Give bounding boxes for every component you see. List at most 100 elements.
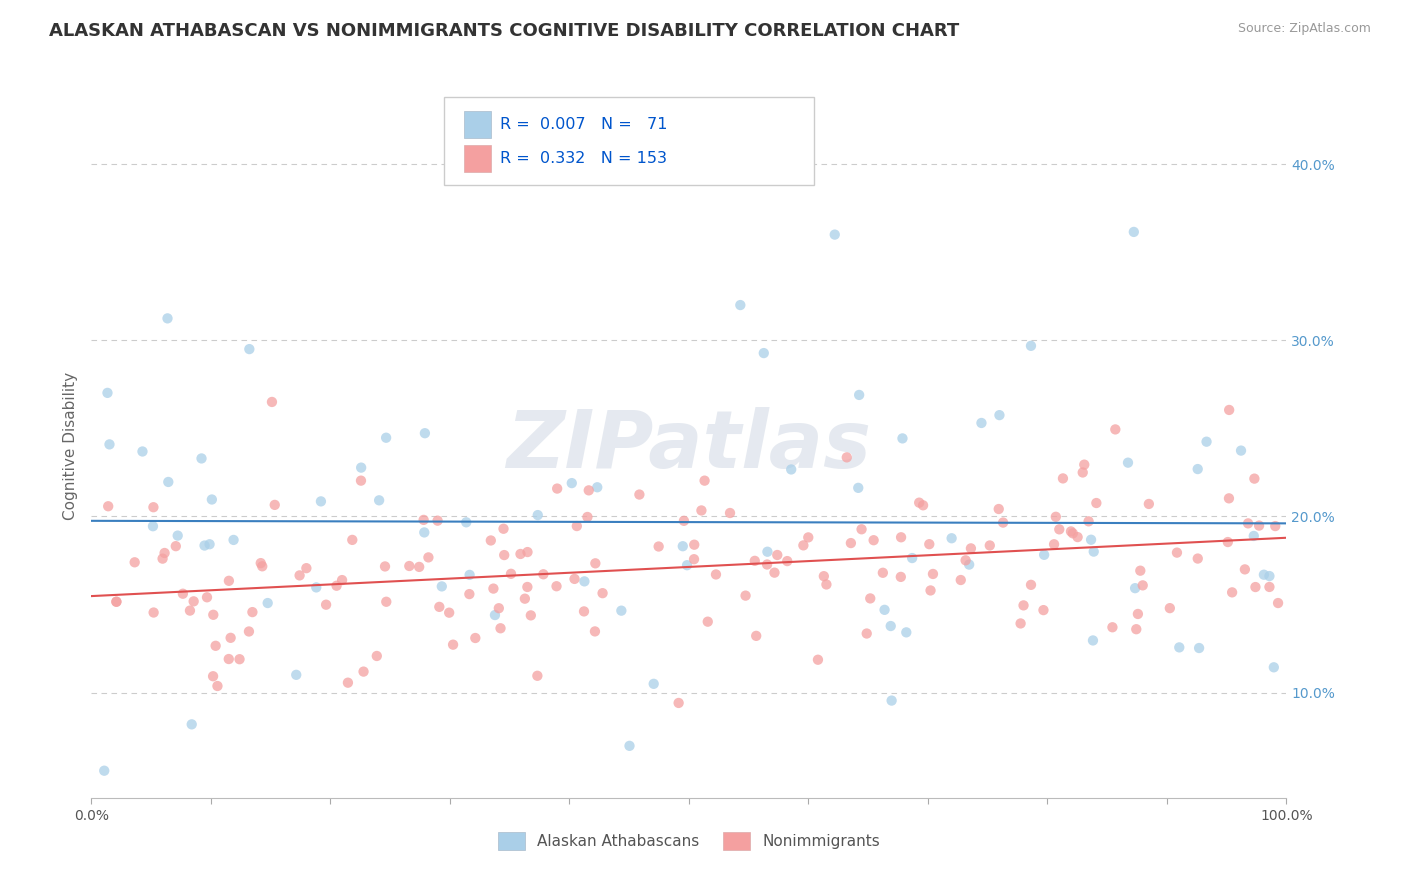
Point xyxy=(1060,524,1083,539)
Point xyxy=(763,566,786,580)
Point xyxy=(578,483,600,498)
Point xyxy=(1253,567,1275,582)
Point xyxy=(693,474,716,488)
Point xyxy=(228,652,250,666)
Point xyxy=(180,717,202,731)
Point xyxy=(991,516,1014,530)
Point xyxy=(880,693,903,707)
Point xyxy=(1062,526,1084,541)
Point xyxy=(873,603,896,617)
Point xyxy=(586,480,609,494)
Legend: Alaskan Athabascans, Nonimmigrants: Alaskan Athabascans, Nonimmigrants xyxy=(491,825,887,857)
Point xyxy=(1012,599,1035,613)
Point xyxy=(918,537,941,551)
Point xyxy=(1187,551,1209,566)
Point xyxy=(256,596,278,610)
Point xyxy=(1267,596,1289,610)
Point xyxy=(368,493,391,508)
Point xyxy=(375,595,398,609)
Point xyxy=(350,460,373,475)
Text: R =  0.007   N =   71: R = 0.007 N = 71 xyxy=(501,117,668,132)
Point xyxy=(756,558,779,572)
Point xyxy=(1126,607,1149,621)
Point xyxy=(1188,640,1211,655)
Point xyxy=(957,558,980,572)
Point xyxy=(813,569,835,583)
Point xyxy=(1233,562,1256,576)
Point xyxy=(1083,544,1105,558)
Point xyxy=(839,536,862,550)
Point xyxy=(592,586,614,600)
Point xyxy=(696,615,718,629)
Point xyxy=(776,554,799,568)
Point xyxy=(824,227,846,242)
Point xyxy=(172,587,194,601)
Point xyxy=(901,551,924,566)
Point xyxy=(98,437,121,451)
Point xyxy=(583,557,606,571)
Text: R =  0.332   N = 153: R = 0.332 N = 153 xyxy=(501,151,666,166)
Point xyxy=(1010,616,1032,631)
Text: ZIPatlas: ZIPatlas xyxy=(506,407,872,485)
Point xyxy=(131,444,153,458)
Point xyxy=(165,539,187,553)
Point xyxy=(1116,456,1139,470)
Point xyxy=(1045,509,1067,524)
Point xyxy=(494,548,516,562)
Point xyxy=(124,555,146,569)
Point xyxy=(610,604,633,618)
Point xyxy=(157,475,180,489)
Point xyxy=(325,579,347,593)
Point xyxy=(1237,516,1260,531)
Point xyxy=(955,553,977,567)
Point xyxy=(263,498,285,512)
Point xyxy=(565,519,588,533)
Point xyxy=(520,608,543,623)
Point xyxy=(1085,496,1108,510)
Point xyxy=(647,540,669,554)
Point xyxy=(437,606,460,620)
Point xyxy=(427,599,450,614)
Point xyxy=(734,589,756,603)
Point xyxy=(219,631,242,645)
Point xyxy=(987,502,1010,516)
Point xyxy=(756,545,779,559)
Point xyxy=(398,559,420,574)
Point xyxy=(1218,491,1240,506)
Point xyxy=(890,530,912,544)
Point xyxy=(374,559,396,574)
Point xyxy=(531,567,554,582)
Point xyxy=(561,476,583,491)
Point xyxy=(718,506,741,520)
Point xyxy=(350,474,373,488)
Point xyxy=(499,566,522,581)
Point xyxy=(1129,564,1152,578)
Point xyxy=(441,638,464,652)
Point xyxy=(179,604,201,618)
Point xyxy=(489,621,512,635)
Point xyxy=(576,510,599,524)
Point xyxy=(941,531,963,545)
Point xyxy=(891,431,914,445)
Point xyxy=(1258,580,1281,594)
Point xyxy=(1123,581,1146,595)
Point xyxy=(1220,585,1243,599)
Point xyxy=(672,514,695,528)
Point xyxy=(683,538,706,552)
Point xyxy=(142,519,165,533)
Point xyxy=(1168,640,1191,655)
Point xyxy=(815,577,838,591)
Point xyxy=(851,522,873,536)
Point xyxy=(546,579,568,593)
Point xyxy=(546,482,568,496)
Point xyxy=(668,696,690,710)
Point xyxy=(153,546,176,560)
Point xyxy=(142,500,165,515)
Point xyxy=(458,567,481,582)
Point xyxy=(464,631,486,645)
Point xyxy=(752,346,775,360)
Point xyxy=(222,533,245,547)
Point xyxy=(96,385,118,400)
Point xyxy=(797,530,820,544)
Point xyxy=(288,568,311,582)
